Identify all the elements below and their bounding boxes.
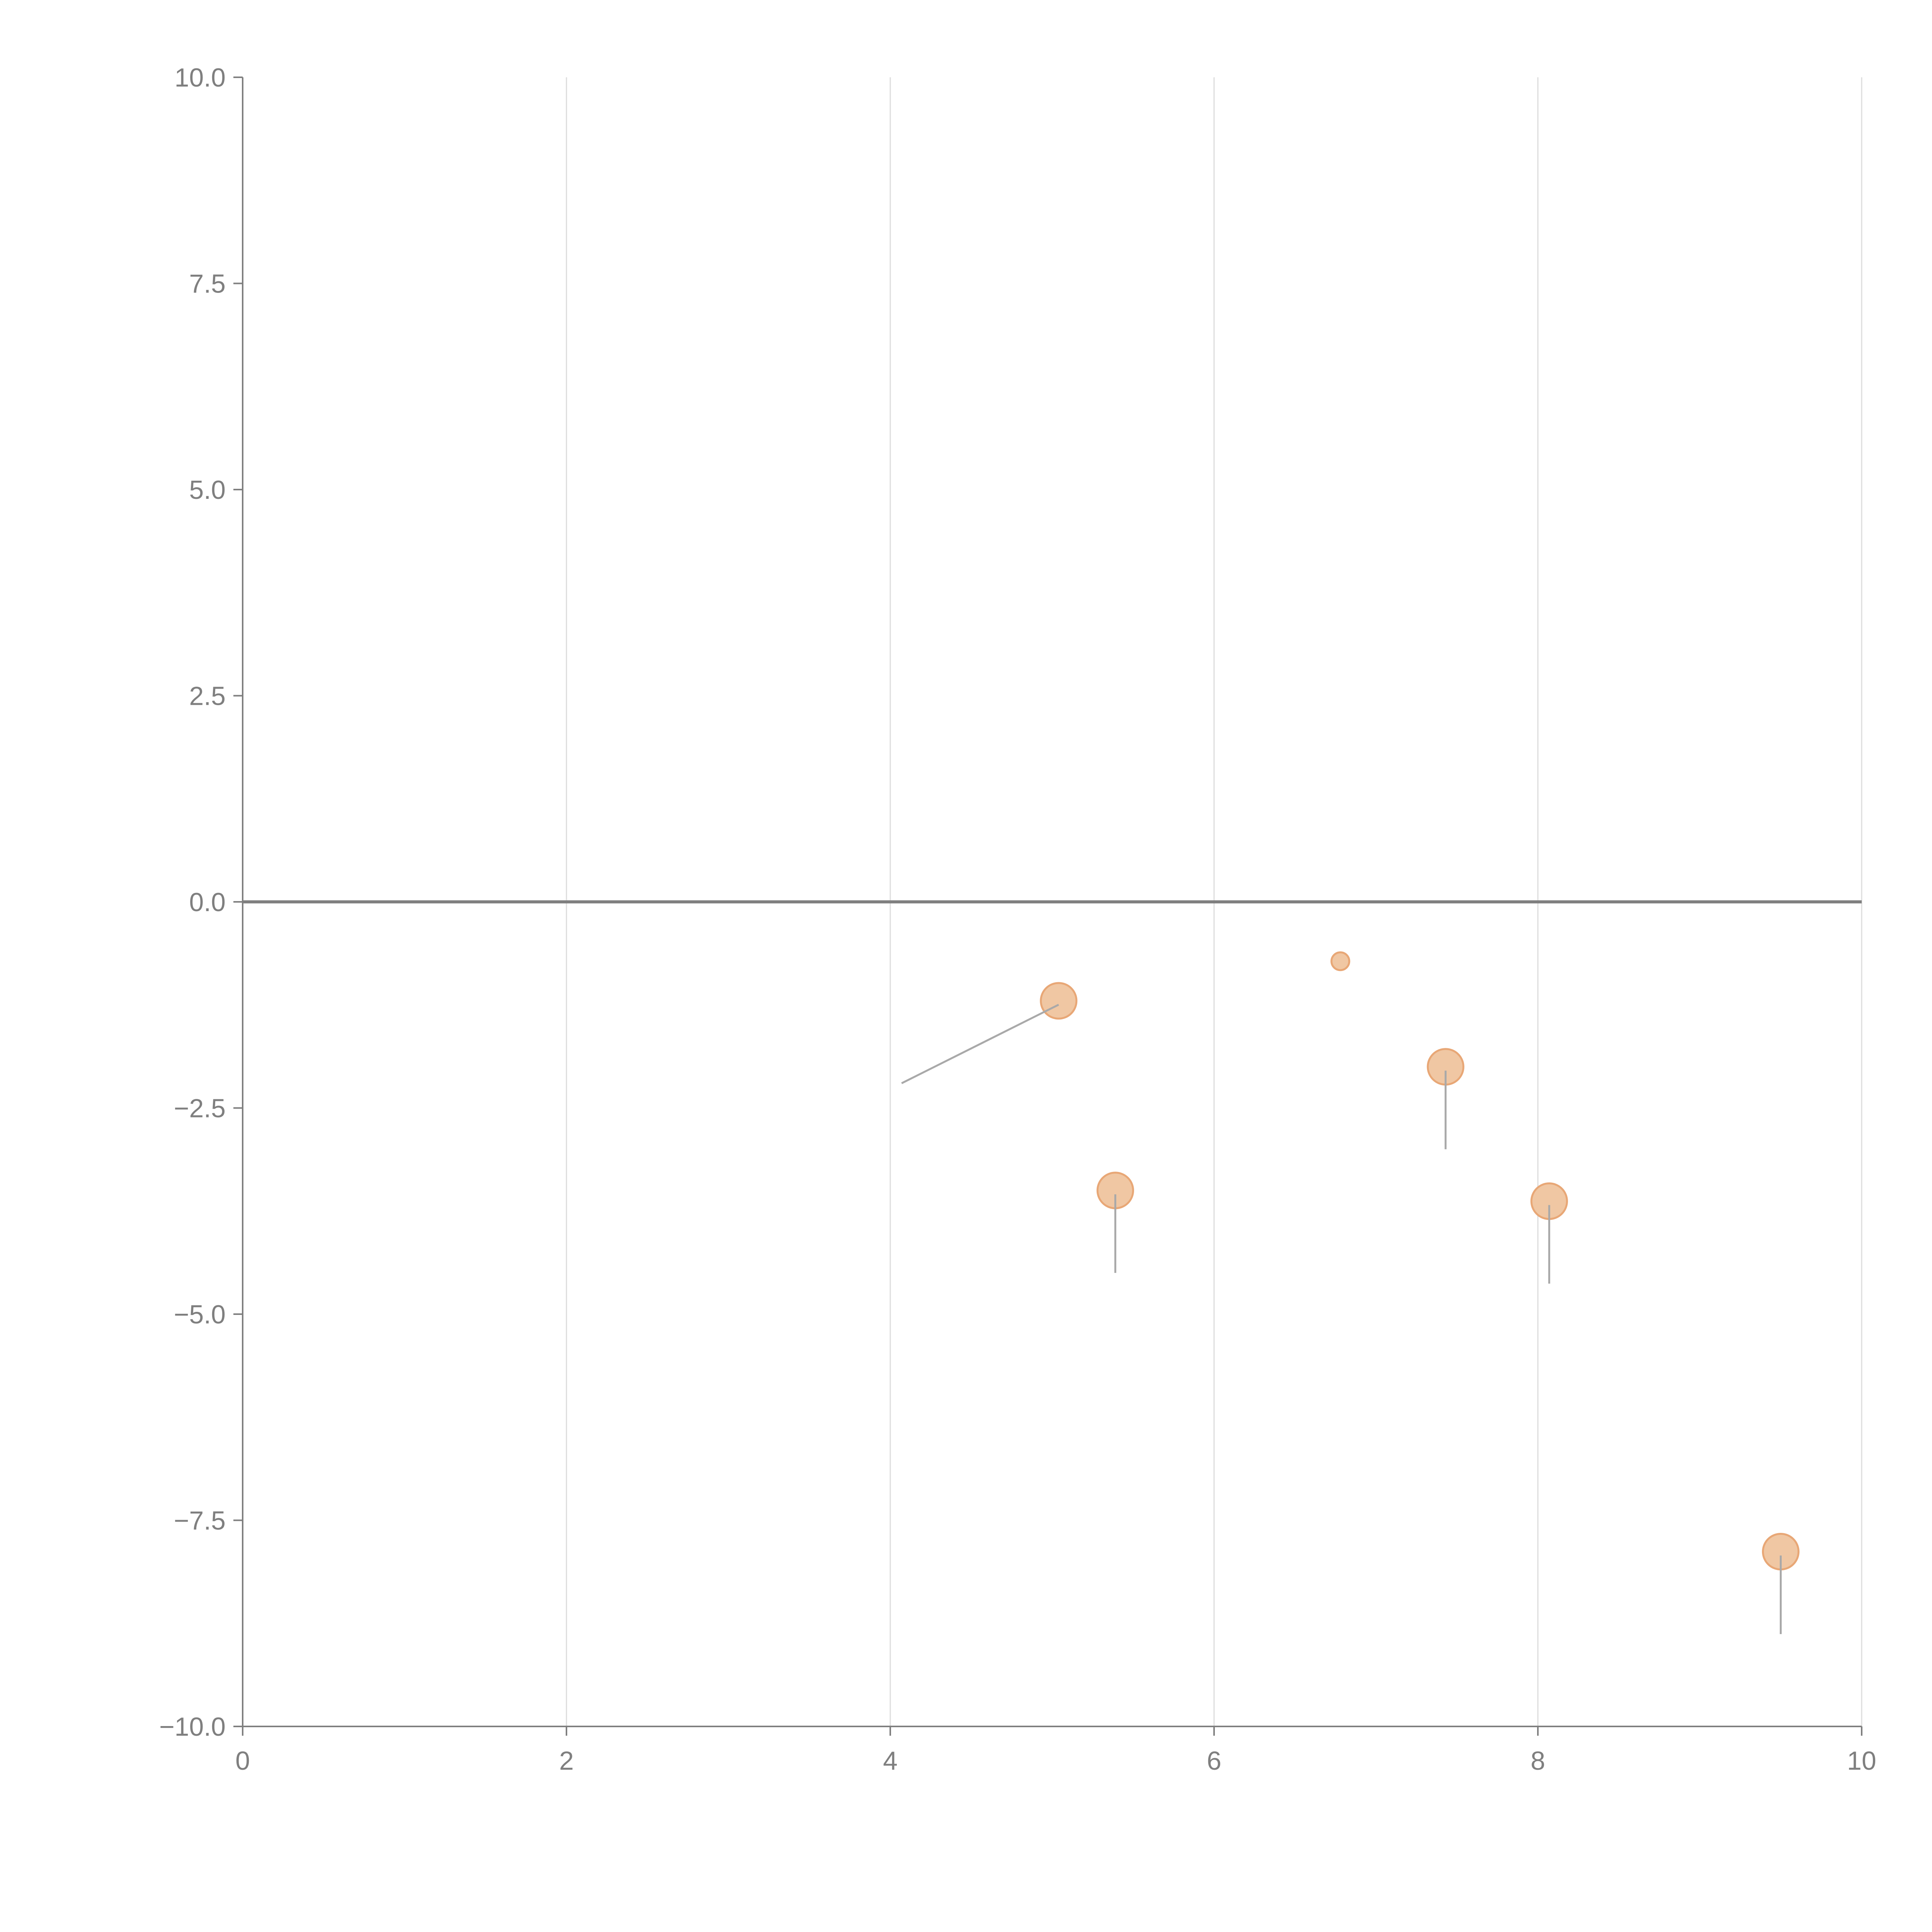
data-points	[1040, 951, 1800, 1571]
data-point-bubble	[1040, 982, 1078, 1020]
y-tick-label: 2.5	[189, 682, 226, 711]
data-point-leader-line	[901, 1003, 1059, 1084]
x-tick-label: 2	[559, 1746, 574, 1776]
tick-labels: 0 2 4 6 8 10 10.0 7.5 5.0 2.5 0.0 −2.5 −5.0 −7.5 −10.0	[159, 63, 1876, 1776]
y-tick-label: 7.5	[189, 269, 226, 299]
x-tick-label: 10	[1847, 1746, 1876, 1776]
y-tick-label: 0.0	[189, 888, 226, 917]
y-tick-label: −7.5	[174, 1506, 226, 1536]
leader-lines	[901, 1003, 1782, 1634]
y-tick-label: −5.0	[174, 1300, 226, 1329]
x-tick-label: 6	[1207, 1746, 1221, 1776]
y-tick-label: 5.0	[189, 475, 226, 505]
x-tick-label: 0	[235, 1746, 250, 1776]
x-tick-label: 8	[1531, 1746, 1545, 1776]
y-tick-label: 10.0	[175, 63, 226, 92]
axes	[233, 77, 1862, 1736]
y-tick-label: −2.5	[174, 1094, 226, 1123]
x-tick-label: 4	[883, 1746, 898, 1776]
y-tick-label: −10.0	[159, 1712, 226, 1742]
data-point-bubble	[1330, 951, 1350, 971]
